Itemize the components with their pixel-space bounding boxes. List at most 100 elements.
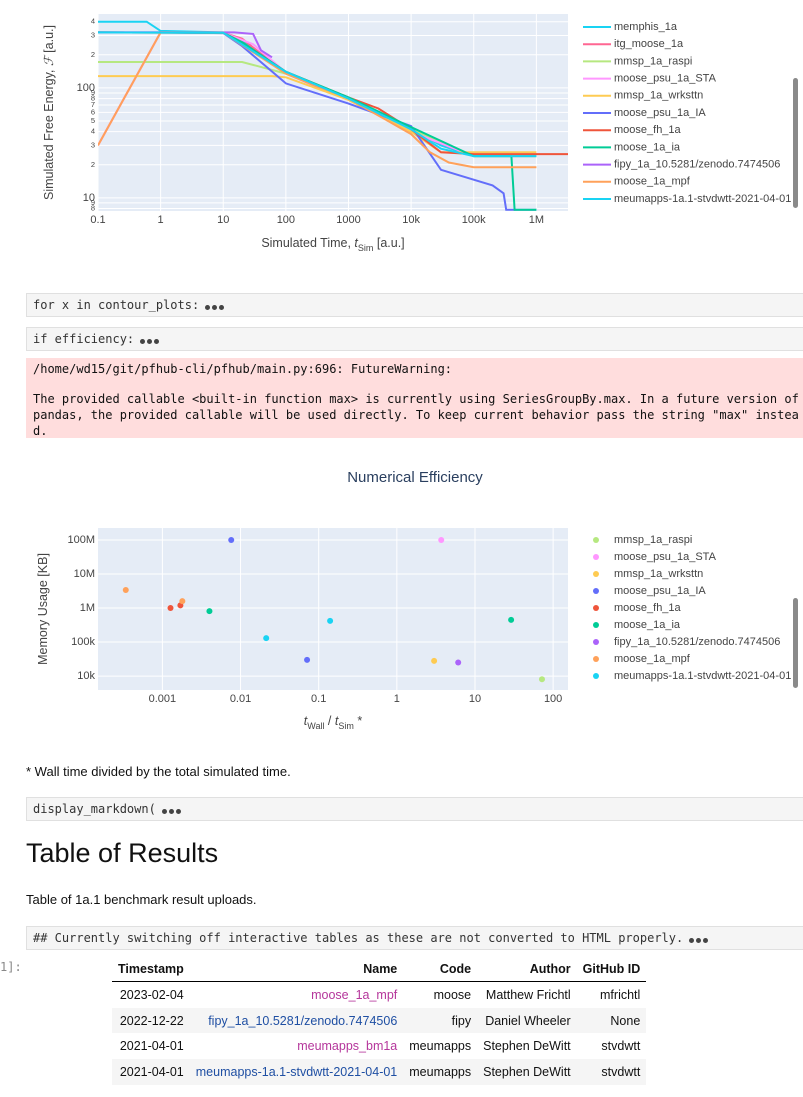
code-text: display_markdown( xyxy=(33,802,156,816)
legend-item[interactable]: mmsp_1a_wrksttn xyxy=(593,568,703,580)
label-part: t xyxy=(354,236,358,250)
legend-label: meumapps-1a.1-stvdwtt-2021-04-01 xyxy=(614,670,791,682)
table-cell: meumapps xyxy=(409,1064,472,1079)
scatter-point xyxy=(122,586,129,593)
column-header: Author xyxy=(477,957,577,982)
legend-swatch xyxy=(593,588,599,594)
legend-item[interactable]: meumapps-1a.1-stvdwtt-2021-04-01 xyxy=(593,670,791,682)
table-cell: Matthew Frichtl xyxy=(485,987,571,1002)
legend-item[interactable]: fipy_1a_10.5281/zenodo.7474506 xyxy=(593,636,780,648)
legend-label: fipy_1a_10.5281/zenodo.7474506 xyxy=(614,636,780,648)
y-tick-label: 2 xyxy=(91,160,95,169)
legend-scrollbar[interactable] xyxy=(793,78,798,208)
x-tick-label: 1M xyxy=(529,214,544,226)
legend-item[interactable]: moose_1a_ia xyxy=(583,141,681,153)
cell-prompt: 1]: xyxy=(0,960,22,974)
table-cell: fipy xyxy=(451,1013,472,1028)
chart-title: Numerical Efficiency xyxy=(347,469,483,486)
code-cell[interactable]: ## Currently switching off interactive t… xyxy=(26,926,803,950)
legend-item[interactable]: mmsp_1a_raspi xyxy=(583,55,692,67)
y-tick-label: 3 xyxy=(91,140,95,149)
legend-label: itg_moose_1a xyxy=(614,38,684,50)
expand-dots[interactable] xyxy=(689,928,710,950)
legend-swatch xyxy=(593,622,599,628)
legend-item[interactable]: moose_psu_1a_IA xyxy=(583,107,706,119)
legend-item[interactable]: mmsp_1a_wrksttn xyxy=(583,90,703,102)
table-row: 2021-04-01 meumapps-1a.1-stvdwtt-2021-04-… xyxy=(112,1059,647,1085)
legend-label: mmsp_1a_wrksttn xyxy=(614,568,703,580)
legend-label: moose_fh_1a xyxy=(614,124,682,136)
x-tick-label: 10k xyxy=(402,214,420,226)
y-tick-label: 100 xyxy=(77,82,95,94)
legend-item[interactable]: moose_1a_ia xyxy=(593,619,681,631)
scatter-point xyxy=(179,598,186,605)
legend-item[interactable]: moose_psu_1a_STA xyxy=(583,73,717,85)
scatter-point xyxy=(538,676,545,683)
legend-item[interactable]: moose_psu_1a_STA xyxy=(593,551,717,563)
table-cell: Stephen DeWitt xyxy=(483,1064,571,1079)
legend-item[interactable]: memphis_1a xyxy=(583,21,678,33)
y-tick-label: 4 xyxy=(91,127,95,136)
scatter-point xyxy=(455,659,462,666)
y-tick-label: 7 xyxy=(91,100,95,109)
legend-item[interactable]: fipy_1a_10.5281/zenodo.7474506 xyxy=(583,159,780,171)
scatter-point xyxy=(167,605,174,612)
y-tick-label: 8 xyxy=(91,94,95,103)
legend-item[interactable]: moose_1a_mpf xyxy=(593,653,691,665)
scatter-point xyxy=(228,536,235,543)
legend-item[interactable]: moose_fh_1a xyxy=(593,602,682,614)
label-part: [a.u.] xyxy=(373,236,404,250)
legend-item[interactable]: meumapps-1a.1-stvdwtt-2021-04-01 xyxy=(583,193,791,205)
label-part: Wall xyxy=(307,721,324,731)
y-tick-label: 6 xyxy=(91,107,95,116)
expand-dots[interactable] xyxy=(161,799,183,821)
legend-item[interactable]: mmsp_1a_raspi xyxy=(593,534,692,546)
result-link[interactable]: meumapps_bm1a xyxy=(297,1039,398,1054)
legend-label: memphis_1a xyxy=(614,21,678,33)
legend-item[interactable]: moose_fh_1a xyxy=(583,124,682,136)
column-header: Timestamp xyxy=(112,957,190,982)
label-part: / xyxy=(324,714,334,728)
x-tick-label: 1 xyxy=(394,693,400,705)
legend-item[interactable]: moose_psu_1a_IA xyxy=(593,585,706,597)
stderr-line: The provided callable <built-in function… xyxy=(33,392,799,438)
legend-label: moose_1a_ia xyxy=(614,141,681,153)
result-link[interactable]: moose_1a_mpf xyxy=(311,987,398,1002)
table-cell: Daniel Wheeler xyxy=(485,1013,571,1028)
code-text: if efficiency: xyxy=(33,332,135,346)
y-tick-label: 100k xyxy=(71,636,95,648)
code-cell[interactable]: if efficiency: xyxy=(26,327,803,351)
scatter-point xyxy=(431,657,438,664)
legend-label: moose_psu_1a_IA xyxy=(614,107,706,119)
column-header: Name xyxy=(189,957,404,982)
column-header: GitHub ID xyxy=(576,957,647,982)
charts: 0.1 1 10 100 1000 10k 100k 1M891023456789100234… xyxy=(36,14,798,731)
legend-label: moose_psu_1a_IA xyxy=(614,585,706,597)
y-tick-label: 4 xyxy=(91,17,95,26)
legend-scrollbar[interactable] xyxy=(793,598,798,688)
y-axis-title: Simulated Free Energy, ℱ [a.u.] xyxy=(42,25,56,200)
label-part: t xyxy=(335,714,339,728)
results-table: Timestamp Name Code Author GitHub ID 2023-02… xyxy=(112,957,647,1085)
table-cell: mfrichtl xyxy=(600,987,641,1002)
legend-item[interactable]: moose_1a_mpf xyxy=(583,176,691,188)
legend-label: moose_psu_1a_STA xyxy=(614,551,717,563)
result-link[interactable]: fipy_1a_10.5281/zenodo.7474506 xyxy=(208,1013,398,1028)
code-cell[interactable]: for x in contour_plots: xyxy=(26,293,803,317)
table-cell: 2023-02-04 xyxy=(119,987,184,1002)
x-tick-label: 100k xyxy=(462,214,486,226)
expand-dots[interactable] xyxy=(205,295,226,317)
table-cell: fipy_1a_10.5281/zenodo.7474506 xyxy=(190,1008,404,1034)
table-cell: 2022-12-22 xyxy=(119,1013,184,1028)
series-line xyxy=(98,31,537,158)
legend-item[interactable]: itg_moose_1a xyxy=(583,38,684,50)
x-tick-label: 0.1 xyxy=(90,214,105,226)
legend-label: moose_1a_mpf xyxy=(614,176,691,188)
scatter-point xyxy=(438,536,445,543)
result-link[interactable]: meumapps-1a.1-stvdwtt-2021-04-01 xyxy=(195,1064,398,1079)
expand-dots[interactable] xyxy=(140,329,161,351)
y-tick-label: 10k xyxy=(77,670,95,682)
code-cell[interactable]: display_markdown( xyxy=(26,797,803,821)
label-part: Simulated Time, xyxy=(261,236,354,250)
